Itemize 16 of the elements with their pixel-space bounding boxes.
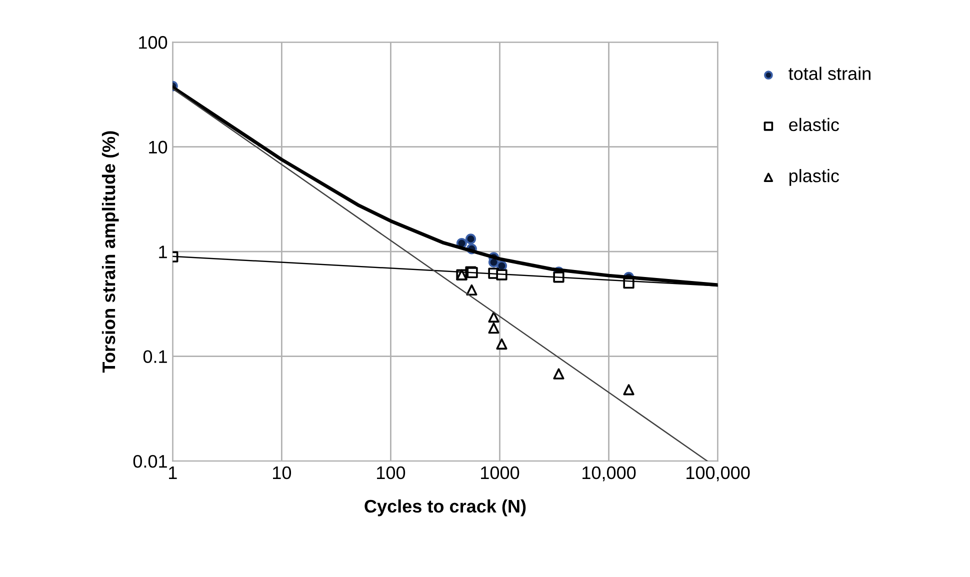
y-tick-label: 0.01 xyxy=(133,454,167,468)
y-tick-label: 0.1 xyxy=(143,350,167,364)
legend-label: total strain xyxy=(788,66,870,80)
y-tick-label: 10 xyxy=(149,140,168,154)
x-tick-label: 1 xyxy=(169,466,177,479)
x-axis-title: Cycles to crack (N) xyxy=(364,499,526,516)
y-tick-label: 1 xyxy=(159,246,167,258)
y-tick-label: 100 xyxy=(139,36,168,49)
x-tick-label: 1000 xyxy=(481,466,520,480)
legend-label: elastic xyxy=(789,118,840,132)
y-axis-title: Torsion strain amplitude (%) xyxy=(102,131,119,373)
legend-label: plastic xyxy=(789,169,840,186)
x-tick-label: 10 xyxy=(273,466,292,480)
x-tick-label: 100 xyxy=(377,466,406,480)
x-tick-label: 10,000 xyxy=(582,466,636,482)
x-tick-label: 100,000 xyxy=(686,466,750,482)
